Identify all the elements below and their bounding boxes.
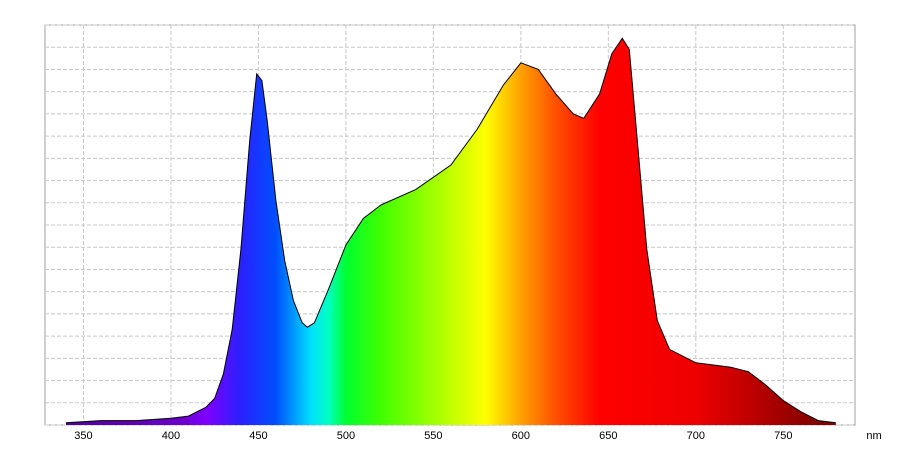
x-tick-label: 600: [512, 430, 530, 442]
x-tick-label: 550: [424, 430, 442, 442]
x-tick-label: 750: [774, 430, 792, 442]
x-axis-label: nm: [866, 430, 881, 442]
x-tick-label: 650: [599, 430, 617, 442]
x-tick-label: 500: [337, 430, 355, 442]
spectrum-line: [65, 37, 836, 424]
x-tick-label: 700: [687, 430, 705, 442]
spectrum-area: [66, 38, 836, 426]
x-tick-label: 450: [249, 430, 267, 442]
x-tick-label: 350: [74, 430, 92, 442]
x-tick-label: 400: [162, 430, 180, 442]
